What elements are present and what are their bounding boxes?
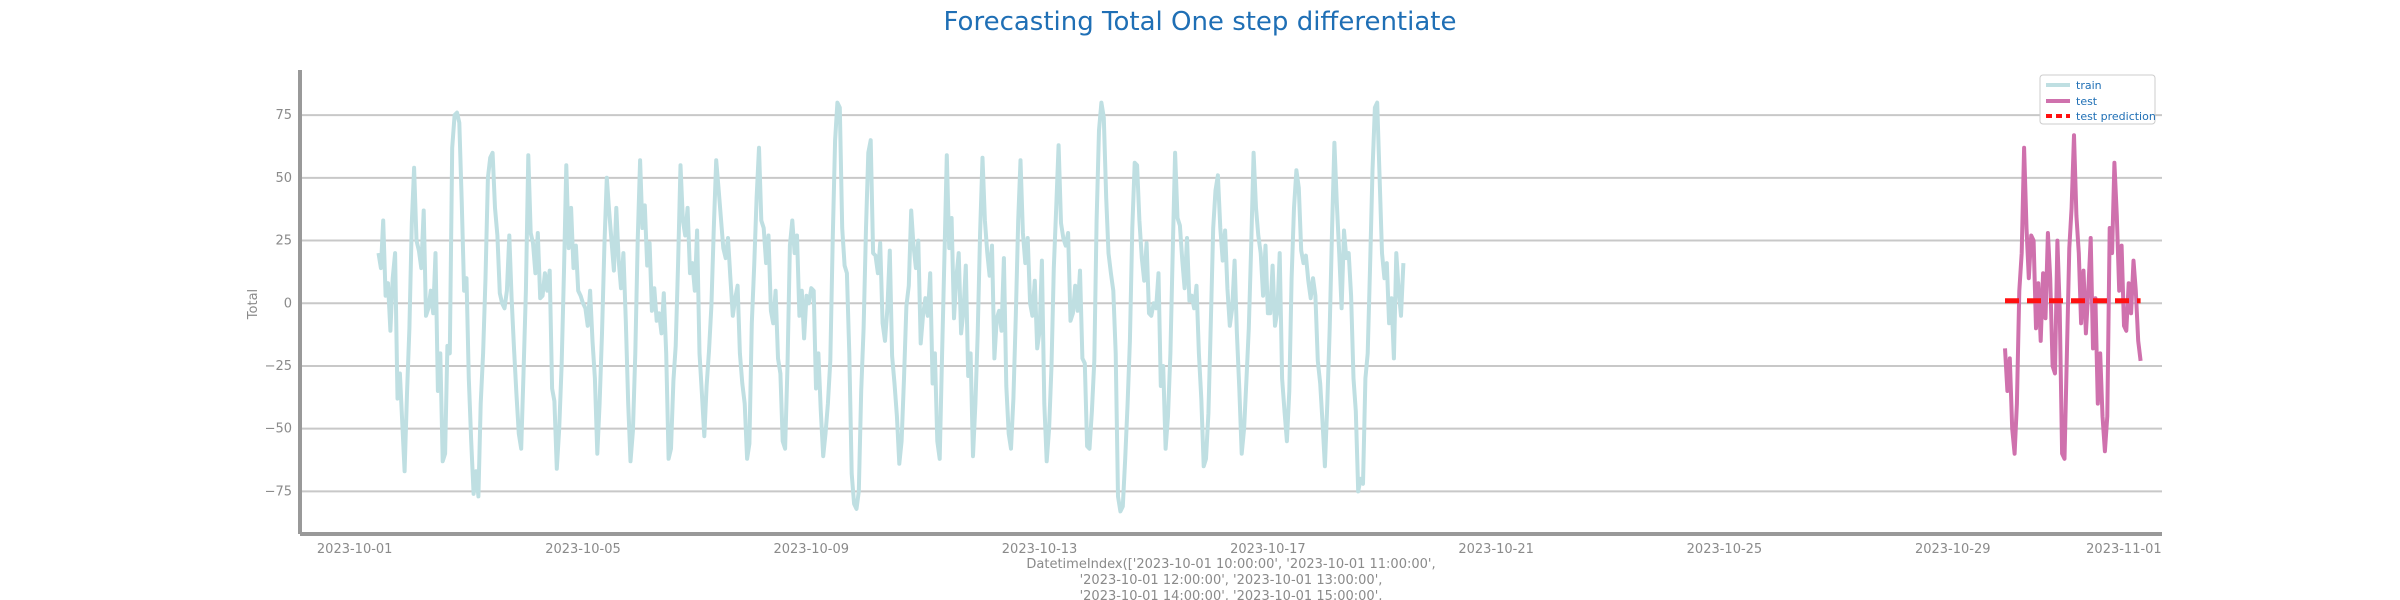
x-tick-label: 2023-11-01 <box>2086 542 2162 557</box>
x-axis-label-line-3: '2023-10-01 14:00:00', '2023-10-01 15:00… <box>1080 589 1383 600</box>
legend-label-test: test <box>2076 95 2098 108</box>
y-tick-label: −50 <box>265 422 292 437</box>
x-tick-label: 2023-10-01 <box>317 542 393 557</box>
series-line-test <box>2003 133 2143 461</box>
x-tick-label: 2023-10-25 <box>1687 542 1763 557</box>
series-line-train <box>376 100 1406 514</box>
legend: train test test prediction <box>2039 74 2156 125</box>
x-axis-label-line-1: DatetimeIndex(['2023-10-01 10:00:00', '2… <box>1026 557 1435 572</box>
series-lines <box>376 100 2143 514</box>
y-tick-label: −25 <box>265 359 292 374</box>
y-tick-labels: 75 50 25 0 −25 −50 −75 <box>265 108 292 499</box>
y-tick-label: 75 <box>275 108 292 123</box>
y-tick-label: 50 <box>275 171 292 186</box>
x-tick-label: 2023-10-17 <box>1230 542 1306 557</box>
chart-title: Forecasting Total One step differentiate <box>944 7 1457 37</box>
x-tick-label: 2023-10-13 <box>1002 542 1078 557</box>
x-tick-label: 2023-10-09 <box>773 542 849 557</box>
x-tick-labels: 2023-10-01 2023-10-05 2023-10-09 2023-10-13… <box>317 542 2162 557</box>
y-tick-label: −75 <box>265 484 292 499</box>
y-axis-label: Total <box>246 289 261 320</box>
legend-label-train: train <box>2076 79 2102 92</box>
x-axis-label-line-2: '2023-10-01 12:00:00', '2023-10-01 13:00… <box>1080 573 1383 588</box>
y-tick-label: 0 <box>284 296 292 311</box>
x-axis-label: DatetimeIndex(['2023-10-01 10:00:00', '2… <box>1026 557 1435 600</box>
x-tick-label: 2023-10-05 <box>545 542 621 557</box>
x-tick-label: 2023-10-21 <box>1458 542 1534 557</box>
legend-label-test-prediction: test prediction <box>2076 110 2156 123</box>
legend-frame <box>2039 74 2156 125</box>
x-tick-label: 2023-10-29 <box>1915 542 1991 557</box>
y-tick-label: 25 <box>275 234 292 249</box>
